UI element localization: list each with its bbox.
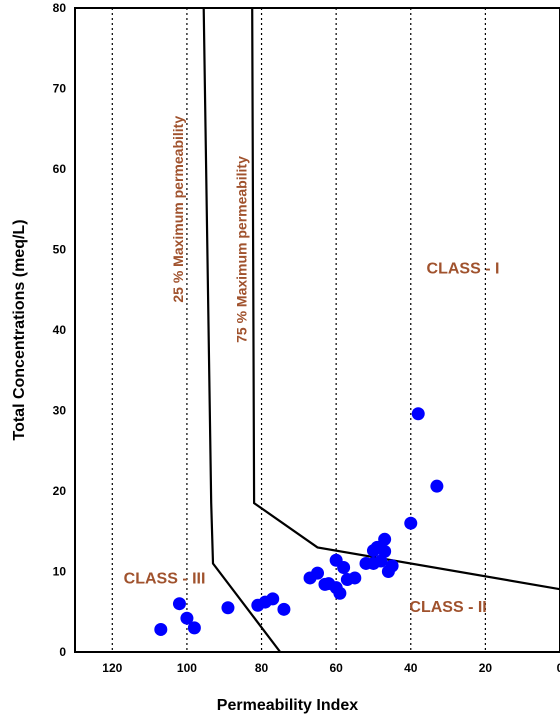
y-tick-label: 30 xyxy=(53,404,67,418)
data-point xyxy=(378,544,392,558)
annotation-label: CLASS - III xyxy=(124,571,206,588)
data-point xyxy=(430,479,444,493)
data-point xyxy=(378,532,392,546)
y-tick-label: 60 xyxy=(53,162,67,176)
x-tick-label: 20 xyxy=(479,661,493,675)
x-tick-label: 80 xyxy=(255,661,269,675)
data-point xyxy=(154,622,168,636)
x-tick-label: 40 xyxy=(404,661,418,675)
data-points xyxy=(154,407,444,636)
data-point xyxy=(333,586,347,600)
annotation-label: CLASS - II xyxy=(409,599,486,616)
y-tick-label: 50 xyxy=(53,243,67,257)
y-tick-label: 70 xyxy=(53,82,67,96)
data-point xyxy=(411,407,425,421)
y-tick-label: 80 xyxy=(53,1,67,15)
data-point xyxy=(221,601,235,615)
data-point xyxy=(348,571,362,585)
annotation-label: 75 % Maximum permeability xyxy=(234,156,250,343)
y-tick-label: 20 xyxy=(53,484,67,498)
data-point xyxy=(180,611,194,625)
annotations: 25 % Maximum permeability 75 % Maximum pe… xyxy=(124,116,500,616)
data-point xyxy=(172,597,186,611)
plot-frame xyxy=(74,7,560,653)
boundary-curves xyxy=(202,7,560,653)
y-axis-title: Total Concentrations (meq/L) xyxy=(11,219,28,440)
boundary-curve-75pct xyxy=(251,7,560,591)
y-axis-ticks: 0 10 20 30 40 50 60 70 80 xyxy=(53,1,67,659)
y-tick-label: 40 xyxy=(53,323,67,337)
x-tick-label: 100 xyxy=(177,661,197,675)
annotation-label: 25 % Maximum permeability xyxy=(170,116,186,303)
x-tick-label: 0 xyxy=(557,661,560,675)
data-point xyxy=(311,566,324,580)
y-tick-label: 0 xyxy=(59,645,66,659)
data-point xyxy=(404,516,418,530)
data-point xyxy=(266,592,280,606)
annotation-label: CLASS - I xyxy=(427,261,500,278)
x-axis-ticks: 120 100 80 60 40 20 0 xyxy=(102,661,560,675)
boundary-curve-25pct xyxy=(202,7,282,653)
data-point xyxy=(385,559,399,573)
y-tick-label: 10 xyxy=(53,565,67,579)
data-point xyxy=(277,602,291,616)
data-point xyxy=(337,560,351,574)
data-point xyxy=(187,621,201,635)
grid-lines xyxy=(111,8,486,652)
x-tick-label: 60 xyxy=(329,661,343,675)
x-tick-label: 120 xyxy=(102,661,122,675)
x-axis-title: Permeability Index xyxy=(217,697,358,714)
